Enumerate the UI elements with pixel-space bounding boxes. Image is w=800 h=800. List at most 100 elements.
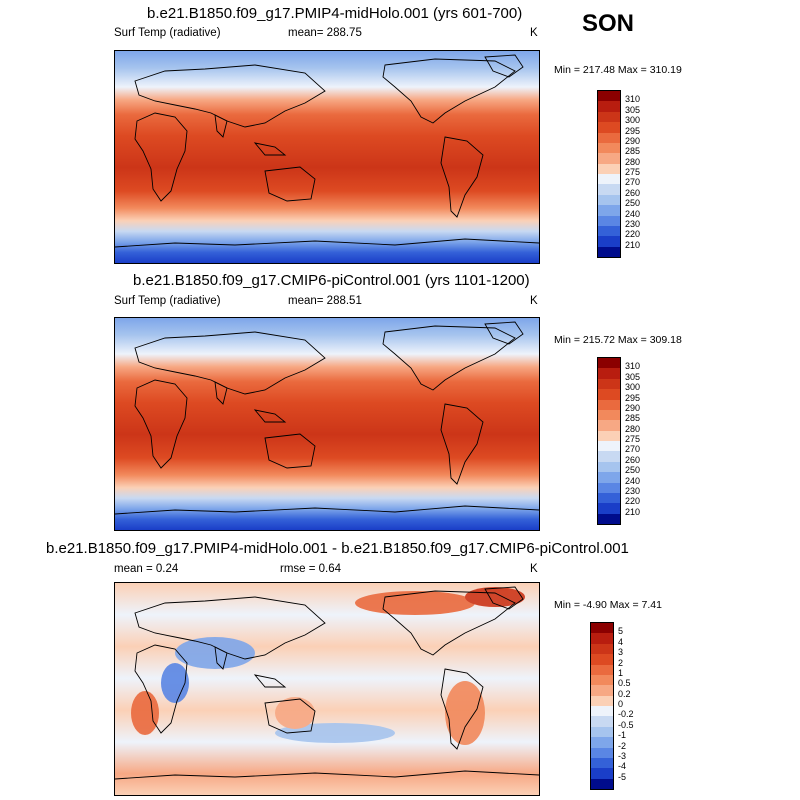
colorbar-swatch [598, 225, 620, 237]
colorbar-swatch [598, 174, 620, 185]
colorbar-swatch [598, 441, 620, 452]
colorbar-swatch [598, 246, 620, 257]
colorbar-swatch [591, 778, 613, 789]
panel-2-minmax: Min = 215.72 Max = 309.18 [554, 334, 682, 346]
colorbar-tick-label: -3 [618, 750, 627, 761]
colorbar-tick-label: 285 [625, 146, 641, 157]
colorbar-tick-label: 300 [625, 382, 641, 393]
colorbar-swatch [591, 706, 613, 717]
colorbar-swatch [598, 492, 620, 504]
colorbar-tick-label: 0 [618, 699, 624, 709]
colorbar-swatch [598, 451, 620, 462]
colorbar-swatch [598, 472, 620, 483]
colorbar-swatch [598, 101, 620, 112]
colorbar-swatch [598, 409, 620, 421]
colorbar-swatch [598, 368, 620, 379]
colorbar-tick-label: -1 [618, 730, 627, 741]
colorbar-tick-label: 3 [618, 647, 624, 658]
colorbar-swatch [598, 111, 620, 123]
panel-1-title: b.e21.B1850.f09_g17.PMIP4-midHolo.001 (y… [147, 5, 523, 22]
panel-1-map [114, 50, 540, 264]
colorbar-tick-label: 270 [625, 177, 641, 188]
colorbar-tick-label: 250 [625, 465, 641, 476]
colorbar-swatch [598, 420, 620, 431]
colorbar-tick-label: 250 [625, 198, 641, 209]
colorbar-tick-label: -4 [618, 761, 627, 772]
colorbar-swatch [591, 768, 613, 779]
colorbar-swatch [591, 737, 613, 748]
panel-1-variable-label: Surf Temp (radiative) [114, 27, 221, 39]
colorbar-tick-label: 300 [625, 115, 641, 126]
colorbar-tick-label: 260 [625, 187, 641, 198]
colorbar-tick-label: -5 [618, 771, 627, 782]
colorbar-swatch [598, 461, 620, 473]
colorbar-swatch [591, 685, 613, 696]
colorbar-swatch [598, 194, 620, 206]
colorbar-swatch [591, 716, 613, 727]
colorbar-tick-label: -2 [618, 740, 627, 751]
colorbar-swatch [598, 399, 620, 410]
colorbar-swatch [598, 153, 620, 164]
panel-3-difference-field [115, 583, 539, 795]
colorbar-tick-label: 295 [625, 392, 641, 403]
colorbar-swatch [598, 378, 620, 390]
panel-2-title: b.e21.B1850.f09_g17.CMIP6-piControl.001 … [133, 272, 530, 289]
colorbar-swatch [598, 91, 620, 102]
colorbar-swatch [598, 389, 620, 400]
colorbar-tick-label: 210 [625, 506, 641, 517]
colorbar-swatch [598, 215, 620, 226]
panel-3-rmse-label: rmse = 0.64 [280, 563, 342, 575]
colorbar-tick-label: 275 [625, 167, 641, 177]
colorbar-tick-label: 240 [625, 208, 641, 219]
colorbar-swatch [591, 726, 613, 738]
colorbar-tick-label: 4 [618, 636, 624, 647]
colorbar-swatch [591, 633, 613, 644]
colorbar-tick-label: 285 [625, 413, 641, 424]
panel-1-minmax: Min = 217.48 Max = 310.19 [554, 64, 682, 76]
panel-1-mean-label: mean= 288.75 [288, 27, 362, 39]
panel-2-variable-label: Surf Temp (radiative) [114, 295, 221, 307]
colorbar-tick-label: 295 [625, 125, 641, 136]
colorbar-tick-label: 290 [625, 135, 641, 146]
colorbar-tick-label: 0.5 [618, 678, 631, 689]
colorbar-swatch [591, 674, 613, 686]
panel-3-title: b.e21.B1850.f09_g17.PMIP4-midHolo.001 - … [46, 540, 629, 557]
colorbar-tick-label: -0.5 [618, 719, 634, 730]
panel-2-colorbar [597, 357, 621, 525]
colorbar-swatch [591, 643, 613, 655]
colorbar-tick-label: 240 [625, 475, 641, 486]
colorbar-swatch [598, 122, 620, 133]
colorbar-tick-label: 220 [625, 229, 641, 240]
colorbar-tick-label: 305 [625, 104, 641, 115]
panel-1-units-label: K [530, 27, 538, 39]
colorbar-swatch [591, 654, 613, 665]
colorbar-tick-label: 1 [618, 667, 624, 678]
panel-2-units-label: K [530, 295, 538, 307]
panel-3-units-label: K [530, 563, 538, 575]
colorbar-swatch [591, 695, 613, 706]
panel-3-colorbar [590, 622, 614, 790]
colorbar-tick-label: 270 [625, 444, 641, 455]
colorbar-swatch [598, 503, 620, 514]
panel-1-temperature-field [115, 51, 539, 263]
panel-2-map [114, 317, 540, 531]
colorbar-swatch [598, 205, 620, 216]
colorbar-tick-label: 260 [625, 454, 641, 465]
colorbar-tick-label: 280 [625, 156, 641, 167]
colorbar-tick-label: 5 [618, 626, 624, 637]
colorbar-swatch [598, 430, 620, 441]
colorbar-swatch [591, 757, 613, 769]
colorbar-swatch [598, 142, 620, 154]
colorbar-swatch [598, 132, 620, 143]
colorbar-swatch [591, 747, 613, 758]
colorbar-tick-label: 2 [618, 657, 624, 668]
colorbar-tick-label: 310 [625, 94, 641, 105]
colorbar-tick-label: 290 [625, 402, 641, 413]
panel-3-map [114, 582, 540, 796]
colorbar-swatch [598, 513, 620, 524]
season-label: SON [582, 10, 635, 37]
colorbar-tick-label: 275 [625, 434, 641, 444]
colorbar-tick-label: -0.2 [618, 709, 634, 720]
colorbar-tick-label: 310 [625, 361, 641, 372]
colorbar-tick-label: 230 [625, 218, 641, 229]
